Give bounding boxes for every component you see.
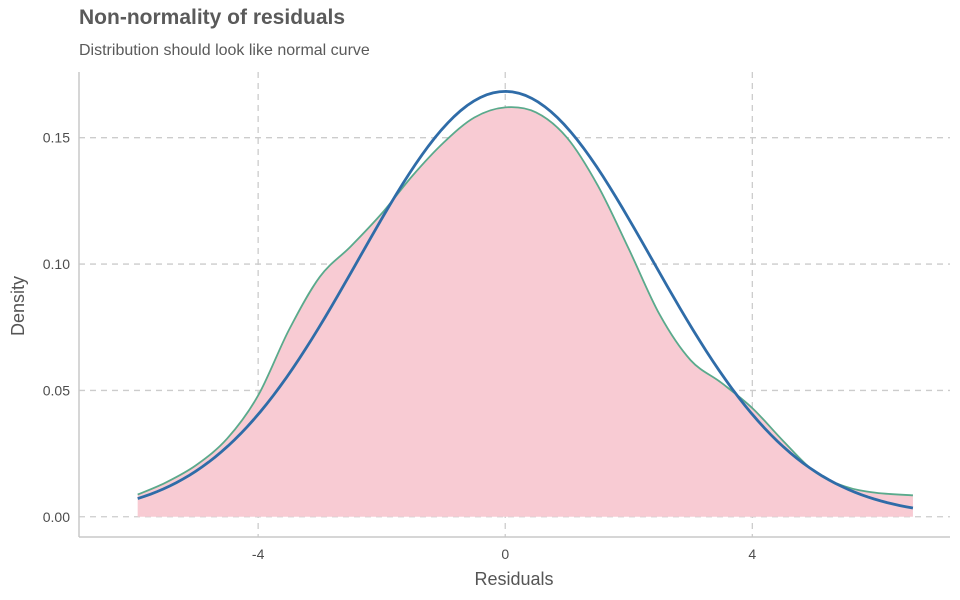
y-tick-label-0.00: 0.00 <box>43 509 70 525</box>
horizontal-gridlines <box>79 137 950 518</box>
x-axis-title: Residuals <box>474 569 553 589</box>
y-tick-label-0.05: 0.05 <box>43 382 70 398</box>
y-axis-title: Density <box>8 276 28 336</box>
x-tick-label--4: -4 <box>252 546 265 562</box>
chart-marks <box>137 89 914 517</box>
density-line <box>137 106 914 497</box>
x-tick-label-4: 4 <box>748 546 756 562</box>
density-area-fill <box>137 107 913 517</box>
y-tick-label-0.15: 0.15 <box>43 130 70 146</box>
axes <box>78 72 950 538</box>
x-tick-label-0: 0 <box>501 546 509 562</box>
y-tick-label-0.10: 0.10 <box>43 256 70 272</box>
normal-curve-line <box>137 89 914 510</box>
chart-subtitle: Distribution should look like normal cur… <box>79 42 370 59</box>
tick-labels: -4 0 4 0.00 0.05 0.10 0.15 <box>43 130 757 562</box>
chart-title: Non-normality of residuals <box>79 6 346 29</box>
